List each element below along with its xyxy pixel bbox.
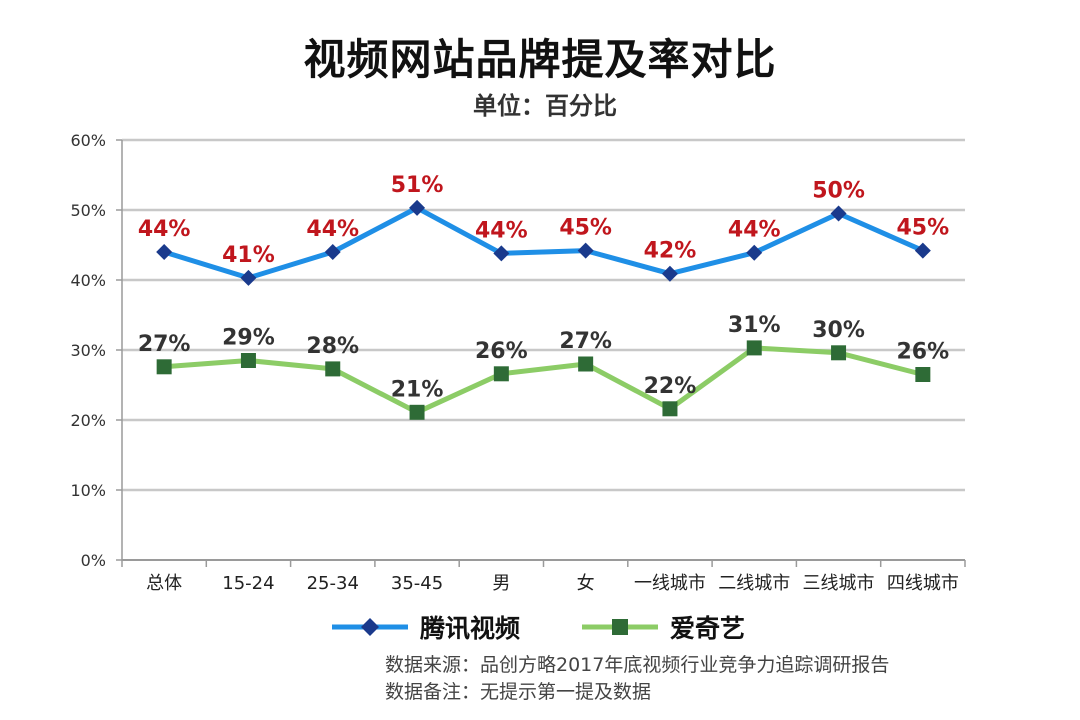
- data-label-tencent: 44%: [475, 218, 528, 243]
- data-point-iqiyi: [578, 356, 594, 372]
- legend-label-iqiyi: 爱奇艺: [670, 614, 746, 643]
- series-line-tencent: [161, 205, 926, 281]
- y-tick-label: 10%: [70, 481, 106, 500]
- y-tick-label: 40%: [70, 271, 106, 290]
- y-tick-label: 60%: [70, 131, 106, 150]
- data-point-tencent: [493, 245, 510, 262]
- data-label-tencent: 41%: [222, 243, 275, 268]
- legend-item-iqiyi: 爱奇艺: [580, 607, 745, 647]
- x-tick-label: 一线城市: [634, 573, 706, 594]
- y-tick-label: 30%: [70, 341, 106, 360]
- data-label-tencent: 42%: [644, 239, 697, 264]
- data-label-iqiyi: 26%: [897, 340, 950, 365]
- data-label-tencent: 50%: [812, 179, 865, 204]
- label-layer: 44% 41% 44% 51% 44% 45% 42% 44% 50% 45% 27% 29% 28% 2…: [138, 173, 949, 402]
- axis-layer: 0% 10% 20% 30% 40% 50% 60% 总体 15-24 25-34 35-45 男 女 一…: [70, 131, 966, 594]
- y-tick-label: 50%: [70, 201, 106, 220]
- data-label-iqiyi: 29%: [222, 326, 275, 351]
- x-tick-label: 15-24: [222, 573, 274, 594]
- x-tick-label: 25-34: [307, 573, 359, 594]
- data-label-iqiyi: 26%: [475, 339, 528, 364]
- data-point-tencent: [830, 205, 847, 222]
- data-label-tencent: 51%: [391, 173, 444, 198]
- data-label-iqiyi: 31%: [728, 313, 781, 338]
- data-point-iqiyi: [325, 361, 341, 377]
- data-point-tencent: [577, 242, 594, 259]
- data-label-iqiyi: 27%: [559, 329, 612, 354]
- data-point-iqiyi: [493, 366, 509, 382]
- data-label-iqiyi: 21%: [391, 377, 444, 402]
- data-point-iqiyi: [409, 404, 425, 420]
- legend-label-tencent: 腾讯视频: [420, 614, 521, 643]
- x-tick-label: 总体: [146, 573, 182, 594]
- data-point-tencent: [914, 242, 931, 259]
- data-label-tencent: 45%: [559, 216, 612, 241]
- y-tick-label: 20%: [70, 411, 106, 430]
- x-tick-label: 三线城市: [803, 573, 875, 594]
- data-label-iqiyi: 27%: [138, 332, 191, 357]
- data-point-tencent: [661, 265, 678, 282]
- remark-line: 数据备注：无提示第一提及数据: [385, 681, 652, 703]
- legend: 腾讯视频 爱奇艺: [0, 607, 1080, 647]
- data-point-tencent: [324, 244, 341, 260]
- legend-item-tencent: 腾讯视频: [330, 607, 520, 647]
- source-note: 数据来源：品创方略2017年底视频行业竞争力追踪调研报告 数据备注：无提示第一提…: [385, 652, 889, 706]
- data-label-tencent: 44%: [728, 218, 781, 243]
- data-label-iqiyi: 30%: [812, 318, 865, 343]
- source-line: 数据来源：品创方略2017年底视频行业竞争力追踪调研报告: [385, 654, 890, 676]
- data-label-iqiyi: 22%: [644, 374, 697, 399]
- x-tick-label: 女: [577, 573, 595, 594]
- data-label-tencent: 45%: [897, 216, 950, 241]
- y-tick-label: 0%: [81, 551, 106, 570]
- chart-subtitle: 单位：百分比: [473, 92, 617, 120]
- x-tick-label: 四线城市: [887, 573, 959, 594]
- data-point-tencent: [409, 199, 426, 216]
- series-layer: [156, 199, 931, 420]
- x-tick-label: 二线城市: [718, 573, 790, 594]
- legend-swatch-tencent: [332, 618, 408, 636]
- x-tick-label: 35-45: [391, 573, 443, 594]
- data-point-iqiyi: [746, 340, 762, 356]
- data-point-tencent: [156, 244, 173, 260]
- data-point-tencent: [240, 269, 257, 286]
- data-label-iqiyi: 28%: [306, 334, 359, 359]
- data-point-iqiyi: [915, 367, 931, 382]
- data-point-iqiyi: [240, 353, 256, 368]
- chart-title: 视频网站品牌提及率对比: [303, 35, 777, 84]
- data-point-iqiyi: [662, 401, 678, 417]
- x-tick-label: 男: [492, 573, 510, 594]
- legend-swatch-iqiyi: [582, 619, 658, 635]
- data-label-tencent: 44%: [138, 217, 191, 242]
- data-label-tencent: 44%: [306, 217, 359, 242]
- series-line-iqiyi: [161, 345, 926, 415]
- data-point-iqiyi: [156, 359, 172, 375]
- data-point-iqiyi: [831, 345, 847, 361]
- data-point-tencent: [746, 244, 763, 261]
